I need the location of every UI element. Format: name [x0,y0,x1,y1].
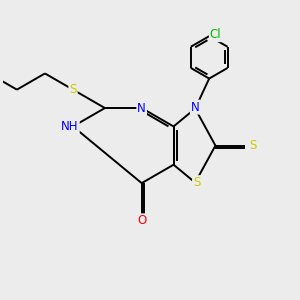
Text: S: S [249,139,257,152]
Text: S: S [69,83,77,96]
Text: S: S [193,176,200,189]
Text: N: N [137,101,146,115]
Text: NH: NH [61,120,79,133]
Text: N: N [191,100,200,114]
Text: O: O [137,214,146,227]
Text: Cl: Cl [210,28,221,41]
